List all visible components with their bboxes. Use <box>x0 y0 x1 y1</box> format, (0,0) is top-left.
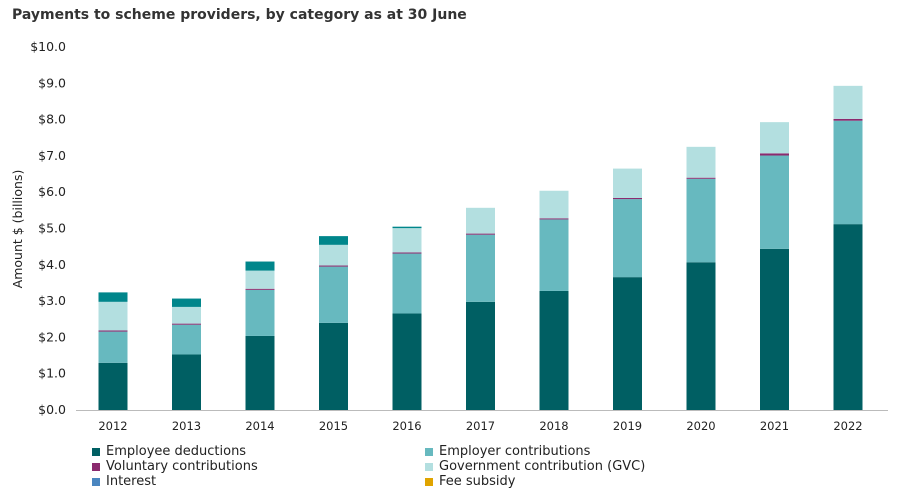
bar-government-contribution-gvc--2018 <box>539 190 569 219</box>
bar-government-contribution-gvc--2022 <box>833 85 863 119</box>
bar-employer-contributions-2020 <box>686 178 716 263</box>
y-tick-label: $0.0 <box>38 402 66 417</box>
x-tick-label: 2012 <box>98 419 127 433</box>
bar-employer-contributions-2012 <box>98 331 128 363</box>
bar-employer-contributions-2018 <box>539 219 569 291</box>
x-tick-label: 2020 <box>686 419 715 433</box>
y-tick-label: $3.0 <box>38 293 66 308</box>
bar-employee-deductions-2016 <box>392 313 422 410</box>
legend-label: Government contribution (GVC) <box>439 459 646 474</box>
legend-swatch <box>92 462 100 471</box>
bar-government-contribution-gvc--2017 <box>466 207 495 234</box>
bar-voluntary-contributions-2016 <box>392 252 422 254</box>
bar-voluntary-contributions-2020 <box>686 177 716 179</box>
legend-item: Fee subsidy <box>425 474 516 489</box>
legend-label: Employee deductions <box>106 444 247 459</box>
bar-employee-deductions-2017 <box>466 301 495 410</box>
legend-swatch <box>425 447 433 456</box>
bar-employer-contributions-2021 <box>760 155 789 249</box>
bar-employer-contributions-2015 <box>319 266 348 323</box>
legend-swatch <box>92 477 100 486</box>
bar-interest-2012 <box>98 292 128 302</box>
bar-voluntary-contributions-2019 <box>613 198 642 200</box>
legend-swatch <box>92 447 100 456</box>
bar-employer-contributions-2019 <box>613 199 642 278</box>
y-tick-label: $8.0 <box>38 112 66 127</box>
y-axis-label: Amount $ (billions) <box>10 170 25 289</box>
x-tick-label: 2016 <box>392 419 421 433</box>
legend-item: Interest <box>92 474 156 489</box>
x-tick-label: 2022 <box>833 419 862 433</box>
bar-government-contribution-gvc--2021 <box>760 122 789 154</box>
bar-government-contribution-gvc--2012 <box>98 301 128 331</box>
bar-voluntary-contributions-2021 <box>760 153 789 156</box>
legend-label: Voluntary contributions <box>106 459 258 474</box>
bar-employer-contributions-2022 <box>833 120 863 225</box>
y-tick-label: $7.0 <box>38 148 66 163</box>
bar-employee-deductions-2022 <box>833 224 863 410</box>
bar-employee-deductions-2015 <box>319 322 348 410</box>
y-tick-label: $9.0 <box>38 75 66 90</box>
chart-title: Payments to scheme providers, by categor… <box>12 7 467 23</box>
bar-voluntary-contributions-2017 <box>466 233 495 235</box>
legend-label: Interest <box>106 474 157 489</box>
x-tick-label: 2017 <box>466 419 495 433</box>
bar-voluntary-contributions-2013 <box>172 323 201 325</box>
y-tick-label: $6.0 <box>38 184 66 199</box>
legend-swatch <box>425 477 433 486</box>
bar-employee-deductions-2014 <box>245 335 275 410</box>
bar-interest-2016 <box>392 226 422 229</box>
bar-government-contribution-gvc--2014 <box>245 270 275 289</box>
y-tick-label: $2.0 <box>38 329 66 344</box>
bar-government-contribution-gvc--2015 <box>319 244 348 266</box>
x-tick-label: 2019 <box>613 419 642 433</box>
legend-item: Voluntary contributions <box>92 459 258 474</box>
y-tick-label: $10.0 <box>30 39 66 54</box>
bar-government-contribution-gvc--2020 <box>686 146 716 178</box>
bar-voluntary-contributions-2022 <box>833 118 863 121</box>
bar-employee-deductions-2019 <box>613 277 642 410</box>
bar-government-contribution-gvc--2013 <box>172 306 201 324</box>
bar-interest-2013 <box>172 298 201 307</box>
bar-voluntary-contributions-2012 <box>98 330 128 332</box>
bar-employer-contributions-2016 <box>392 253 422 314</box>
bar-employee-deductions-2020 <box>686 262 716 410</box>
legend-label: Employer contributions <box>439 444 591 459</box>
bar-employer-contributions-2017 <box>466 234 495 302</box>
y-tick-label: $4.0 <box>38 257 66 272</box>
x-tick-label: 2013 <box>172 419 201 433</box>
legend-label: Fee subsidy <box>439 474 516 489</box>
bar-voluntary-contributions-2015 <box>319 265 348 267</box>
legend-item: Employer contributions <box>425 444 590 459</box>
bar-employee-deductions-2018 <box>539 290 569 410</box>
x-tick-label: 2014 <box>245 419 274 433</box>
x-tick-label: 2015 <box>319 419 348 433</box>
bar-employer-contributions-2014 <box>245 289 275 336</box>
bar-government-contribution-gvc--2019 <box>613 168 642 199</box>
bar-interest-2015 <box>319 236 348 245</box>
bar-employee-deductions-2012 <box>98 362 128 410</box>
y-tick-label: $5.0 <box>38 221 66 236</box>
legend-item: Employee deductions <box>92 444 246 459</box>
bar-employer-contributions-2013 <box>172 324 201 355</box>
bar-employee-deductions-2013 <box>172 354 201 410</box>
legend-item: Government contribution (GVC) <box>425 459 645 474</box>
y-tick-label: $1.0 <box>38 366 66 381</box>
bar-government-contribution-gvc--2016 <box>392 228 422 253</box>
x-tick-label: 2021 <box>760 419 789 433</box>
x-tick-label: 2018 <box>539 419 568 433</box>
bar-employee-deductions-2021 <box>760 248 789 410</box>
bar-voluntary-contributions-2014 <box>245 288 275 290</box>
bar-interest-2014 <box>245 261 275 271</box>
bar-voluntary-contributions-2018 <box>539 218 569 220</box>
legend-swatch <box>425 462 433 471</box>
